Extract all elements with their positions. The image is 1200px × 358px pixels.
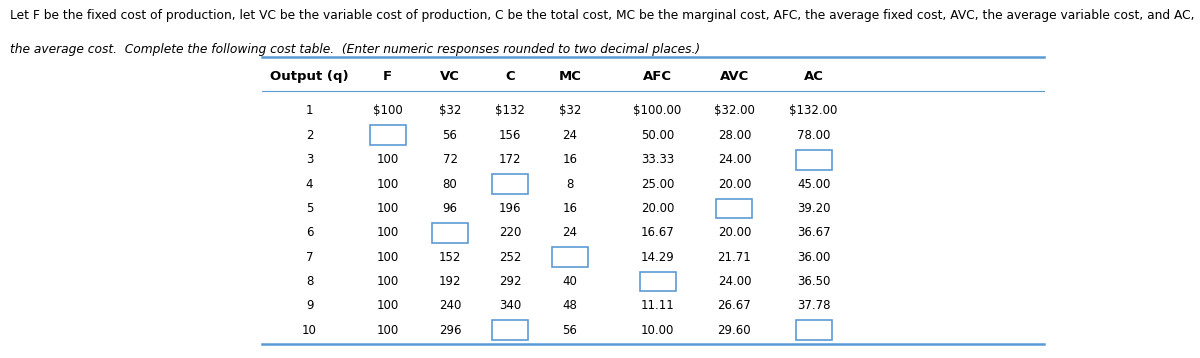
Text: 11.11: 11.11 xyxy=(641,299,674,312)
Text: 20.00: 20.00 xyxy=(718,226,751,239)
Text: the average cost.  Complete the following cost table.  (Enter numeric responses : the average cost. Complete the following… xyxy=(10,43,700,56)
FancyBboxPatch shape xyxy=(370,126,406,145)
Text: 39.20: 39.20 xyxy=(797,202,830,215)
Text: 78.00: 78.00 xyxy=(797,129,830,142)
Text: 10.00: 10.00 xyxy=(641,324,674,337)
Text: 172: 172 xyxy=(499,153,521,166)
Text: 5: 5 xyxy=(306,202,313,215)
Text: $32.00: $32.00 xyxy=(714,105,755,117)
Text: 152: 152 xyxy=(439,251,461,263)
Text: 192: 192 xyxy=(439,275,461,288)
Text: 8: 8 xyxy=(566,178,574,190)
Text: Output (q): Output (q) xyxy=(270,71,349,83)
Text: 20.00: 20.00 xyxy=(718,178,751,190)
Text: 6: 6 xyxy=(306,226,313,239)
Text: 50.00: 50.00 xyxy=(641,129,674,142)
Text: 33.33: 33.33 xyxy=(641,153,674,166)
Text: $132.00: $132.00 xyxy=(790,105,838,117)
Text: 4: 4 xyxy=(306,178,313,190)
Text: 292: 292 xyxy=(499,275,521,288)
Text: AFC: AFC xyxy=(643,71,672,83)
Text: 252: 252 xyxy=(499,251,521,263)
Text: C: C xyxy=(505,71,515,83)
Text: 16: 16 xyxy=(563,153,577,166)
Text: 2: 2 xyxy=(306,129,313,142)
Text: 37.78: 37.78 xyxy=(797,299,830,312)
Text: 3: 3 xyxy=(306,153,313,166)
Text: 220: 220 xyxy=(499,226,521,239)
Text: Let F be the fixed cost of production, let VC be the variable cost of production: Let F be the fixed cost of production, l… xyxy=(10,9,1194,22)
Text: $32: $32 xyxy=(559,105,581,117)
Text: 10: 10 xyxy=(302,324,317,337)
Text: 8: 8 xyxy=(306,275,313,288)
Text: MC: MC xyxy=(558,71,582,83)
FancyBboxPatch shape xyxy=(552,247,588,267)
FancyBboxPatch shape xyxy=(492,320,528,340)
Text: 29.60: 29.60 xyxy=(718,324,751,337)
Text: VC: VC xyxy=(440,71,460,83)
Text: AC: AC xyxy=(804,71,823,83)
Text: 196: 196 xyxy=(499,202,521,215)
Text: 14.29: 14.29 xyxy=(641,251,674,263)
Text: $132: $132 xyxy=(496,105,524,117)
Text: 25.00: 25.00 xyxy=(641,178,674,190)
Text: 100: 100 xyxy=(377,299,398,312)
Text: 156: 156 xyxy=(499,129,521,142)
Text: 24.00: 24.00 xyxy=(718,153,751,166)
Text: 24: 24 xyxy=(563,129,577,142)
FancyBboxPatch shape xyxy=(716,198,752,218)
Text: 100: 100 xyxy=(377,324,398,337)
Text: 36.00: 36.00 xyxy=(797,251,830,263)
Text: 48: 48 xyxy=(563,299,577,312)
Text: 21.71: 21.71 xyxy=(718,251,751,263)
Text: 7: 7 xyxy=(306,251,313,263)
Text: 56: 56 xyxy=(443,129,457,142)
Text: 100: 100 xyxy=(377,275,398,288)
Text: 28.00: 28.00 xyxy=(718,129,751,142)
Text: 40: 40 xyxy=(563,275,577,288)
Text: 26.67: 26.67 xyxy=(718,299,751,312)
Text: 100: 100 xyxy=(377,226,398,239)
Text: 100: 100 xyxy=(377,178,398,190)
FancyBboxPatch shape xyxy=(492,174,528,194)
Text: 16: 16 xyxy=(563,202,577,215)
Text: 100: 100 xyxy=(377,153,398,166)
Text: 240: 240 xyxy=(439,299,461,312)
Text: $100: $100 xyxy=(373,105,402,117)
Text: 16.67: 16.67 xyxy=(641,226,674,239)
FancyBboxPatch shape xyxy=(796,320,832,340)
Text: $100.00: $100.00 xyxy=(634,105,682,117)
Text: 296: 296 xyxy=(439,324,461,337)
Text: 36.67: 36.67 xyxy=(797,226,830,239)
Text: 96: 96 xyxy=(443,202,457,215)
Text: 24: 24 xyxy=(563,226,577,239)
Text: 36.50: 36.50 xyxy=(797,275,830,288)
Text: AVC: AVC xyxy=(720,71,749,83)
Text: 100: 100 xyxy=(377,251,398,263)
Text: 56: 56 xyxy=(563,324,577,337)
Text: 80: 80 xyxy=(443,178,457,190)
Text: 24.00: 24.00 xyxy=(718,275,751,288)
Text: 72: 72 xyxy=(443,153,457,166)
Text: 100: 100 xyxy=(377,202,398,215)
Text: 20.00: 20.00 xyxy=(641,202,674,215)
FancyBboxPatch shape xyxy=(432,223,468,243)
FancyBboxPatch shape xyxy=(796,150,832,170)
Text: 9: 9 xyxy=(306,299,313,312)
Text: $32: $32 xyxy=(439,105,461,117)
Text: F: F xyxy=(383,71,392,83)
Text: 45.00: 45.00 xyxy=(797,178,830,190)
Text: 340: 340 xyxy=(499,299,521,312)
FancyBboxPatch shape xyxy=(640,272,676,291)
Text: 1: 1 xyxy=(306,105,313,117)
